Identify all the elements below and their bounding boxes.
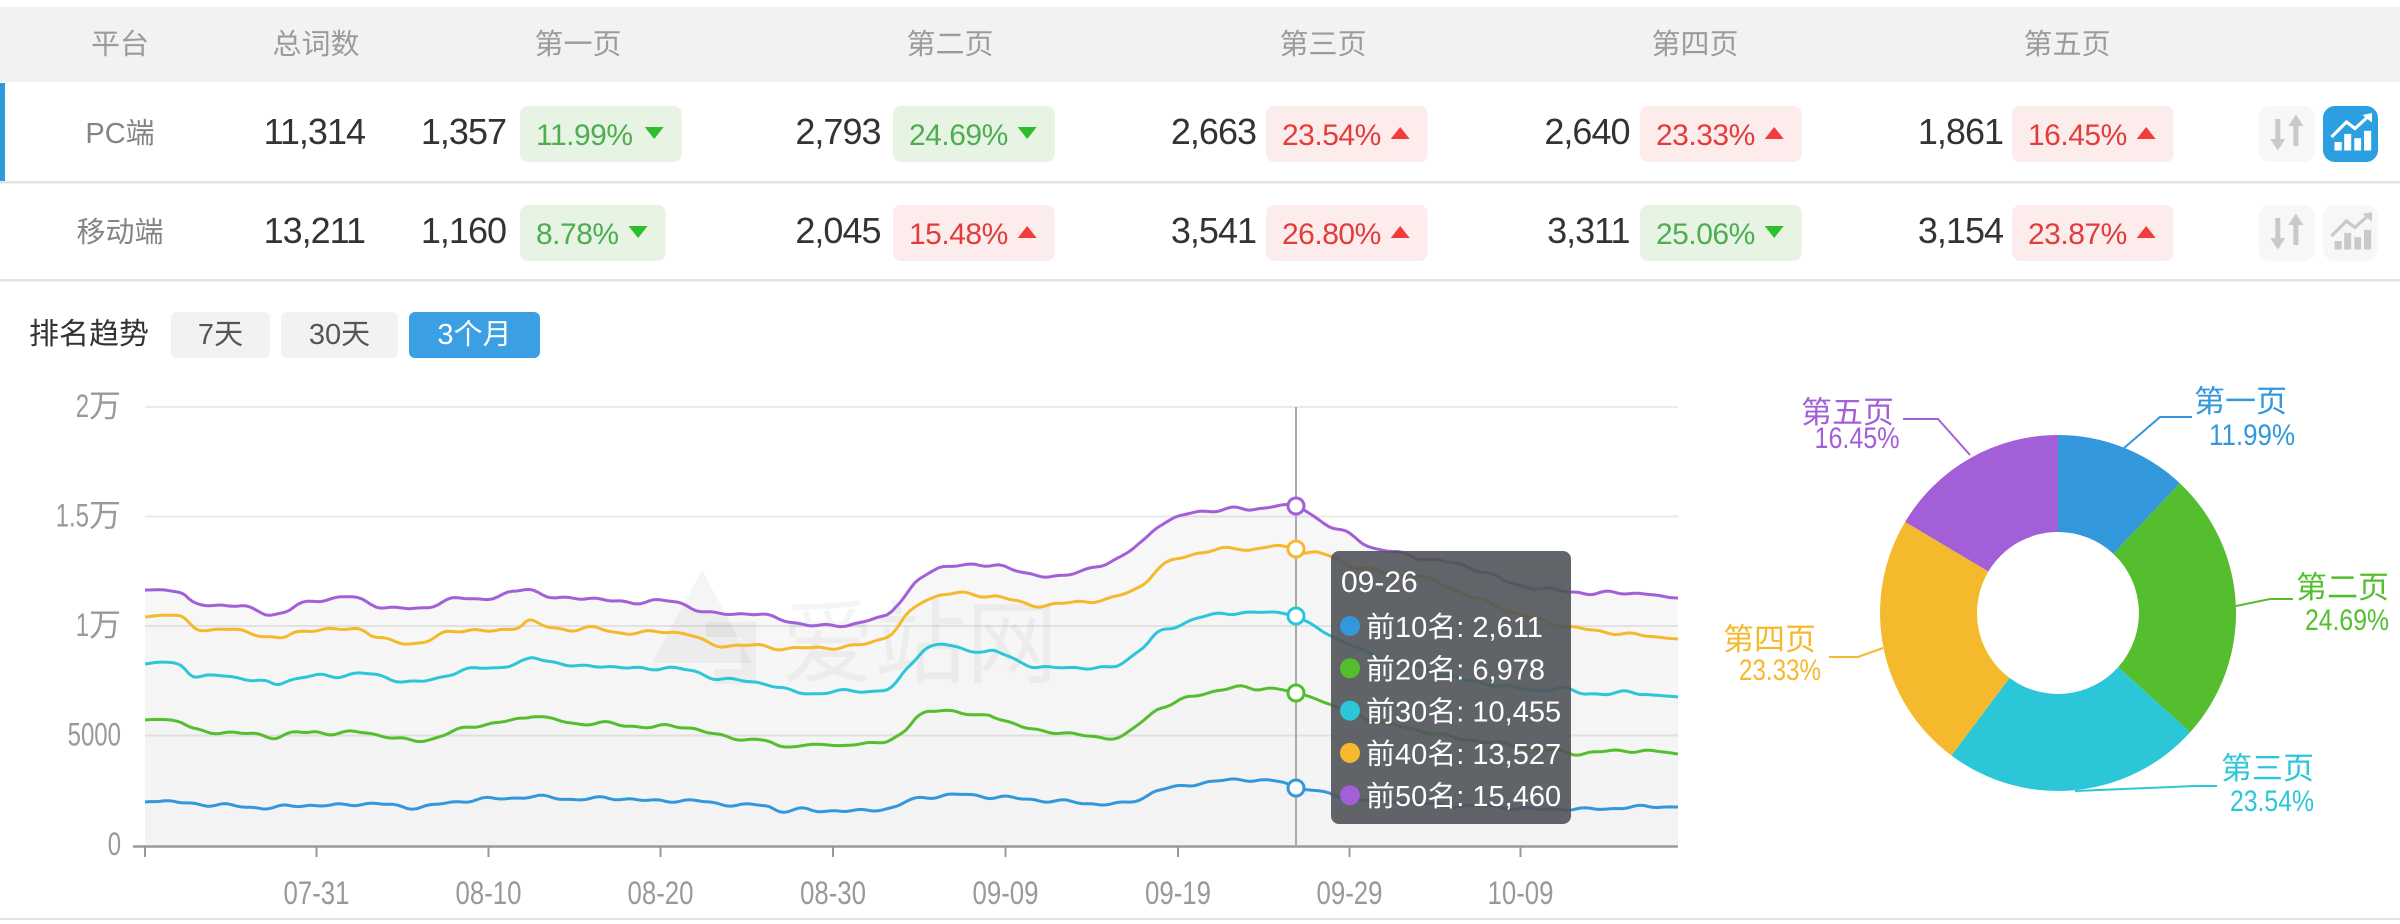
svg-text:23.54%: 23.54%: [1282, 119, 1381, 152]
svg-text:20: 20: [1395, 654, 1427, 686]
svg-text:10-09: 10-09: [1488, 875, 1554, 911]
svg-text:0: 0: [108, 826, 121, 862]
svg-text:11,314: 11,314: [264, 111, 365, 152]
svg-text:3,311: 3,311: [1547, 210, 1629, 251]
svg-text:09-19: 09-19: [1145, 875, 1211, 911]
svg-text:15.48%: 15.48%: [909, 218, 1008, 251]
svg-text:2,045: 2,045: [795, 210, 880, 251]
svg-text:23.54%: 23.54%: [2230, 785, 2314, 818]
svg-text:2: 2: [76, 388, 89, 424]
svg-text:PC: PC: [85, 118, 125, 150]
svg-text:7: 7: [198, 319, 214, 351]
svg-text:2,663: 2,663: [1171, 111, 1256, 152]
svg-text:1,160: 1,160: [421, 210, 506, 251]
svg-text:13,211: 13,211: [264, 210, 365, 251]
svg-text:3: 3: [437, 319, 453, 351]
svg-text:30: 30: [1395, 697, 1427, 729]
svg-text:11.99%: 11.99%: [2209, 419, 2295, 452]
svg-text:40: 40: [1395, 739, 1427, 771]
svg-text:1: 1: [76, 607, 89, 643]
svg-text:3,541: 3,541: [1171, 210, 1256, 251]
svg-text:11.99%: 11.99%: [536, 119, 633, 152]
svg-text:1,357: 1,357: [421, 111, 506, 152]
svg-text:1,861: 1,861: [1918, 111, 2003, 152]
svg-text:50: 50: [1395, 781, 1427, 813]
svg-text:30: 30: [309, 319, 341, 351]
svg-text:08-10: 08-10: [456, 875, 522, 911]
svg-text:3,154: 3,154: [1918, 210, 2003, 251]
svg-text:08-20: 08-20: [628, 875, 694, 911]
svg-text:: 15,460: : 15,460: [1456, 781, 1561, 813]
svg-text:09-26: 09-26: [1341, 566, 1418, 599]
svg-text:5000: 5000: [68, 717, 121, 753]
svg-text:1.5: 1.5: [56, 498, 89, 534]
svg-text:16.45%: 16.45%: [2028, 119, 2127, 152]
svg-text:09-09: 09-09: [973, 875, 1039, 911]
svg-text:: 2,611: : 2,611: [1456, 612, 1543, 644]
svg-text:10: 10: [1395, 612, 1427, 644]
svg-text:2,793: 2,793: [795, 111, 880, 152]
svg-text:2,640: 2,640: [1544, 111, 1629, 152]
svg-text:08-30: 08-30: [800, 875, 866, 911]
svg-text:23.33%: 23.33%: [1656, 119, 1755, 152]
svg-text:24.69%: 24.69%: [2305, 604, 2389, 637]
svg-text:25.06%: 25.06%: [1656, 218, 1755, 251]
svg-text:07-31: 07-31: [284, 875, 350, 911]
svg-text:: 10,455: : 10,455: [1456, 697, 1561, 729]
svg-text:8.78%: 8.78%: [536, 218, 619, 251]
svg-text:26.80%: 26.80%: [1282, 218, 1381, 251]
svg-text:23.87%: 23.87%: [2028, 218, 2127, 251]
svg-text:23.33%: 23.33%: [1739, 654, 1821, 687]
svg-text:: 6,978: : 6,978: [1456, 654, 1545, 686]
svg-text:09-29: 09-29: [1317, 875, 1383, 911]
svg-text:24.69%: 24.69%: [909, 119, 1008, 152]
svg-text:: 13,527: : 13,527: [1456, 739, 1561, 771]
svg-text:16.45%: 16.45%: [1815, 422, 1900, 455]
